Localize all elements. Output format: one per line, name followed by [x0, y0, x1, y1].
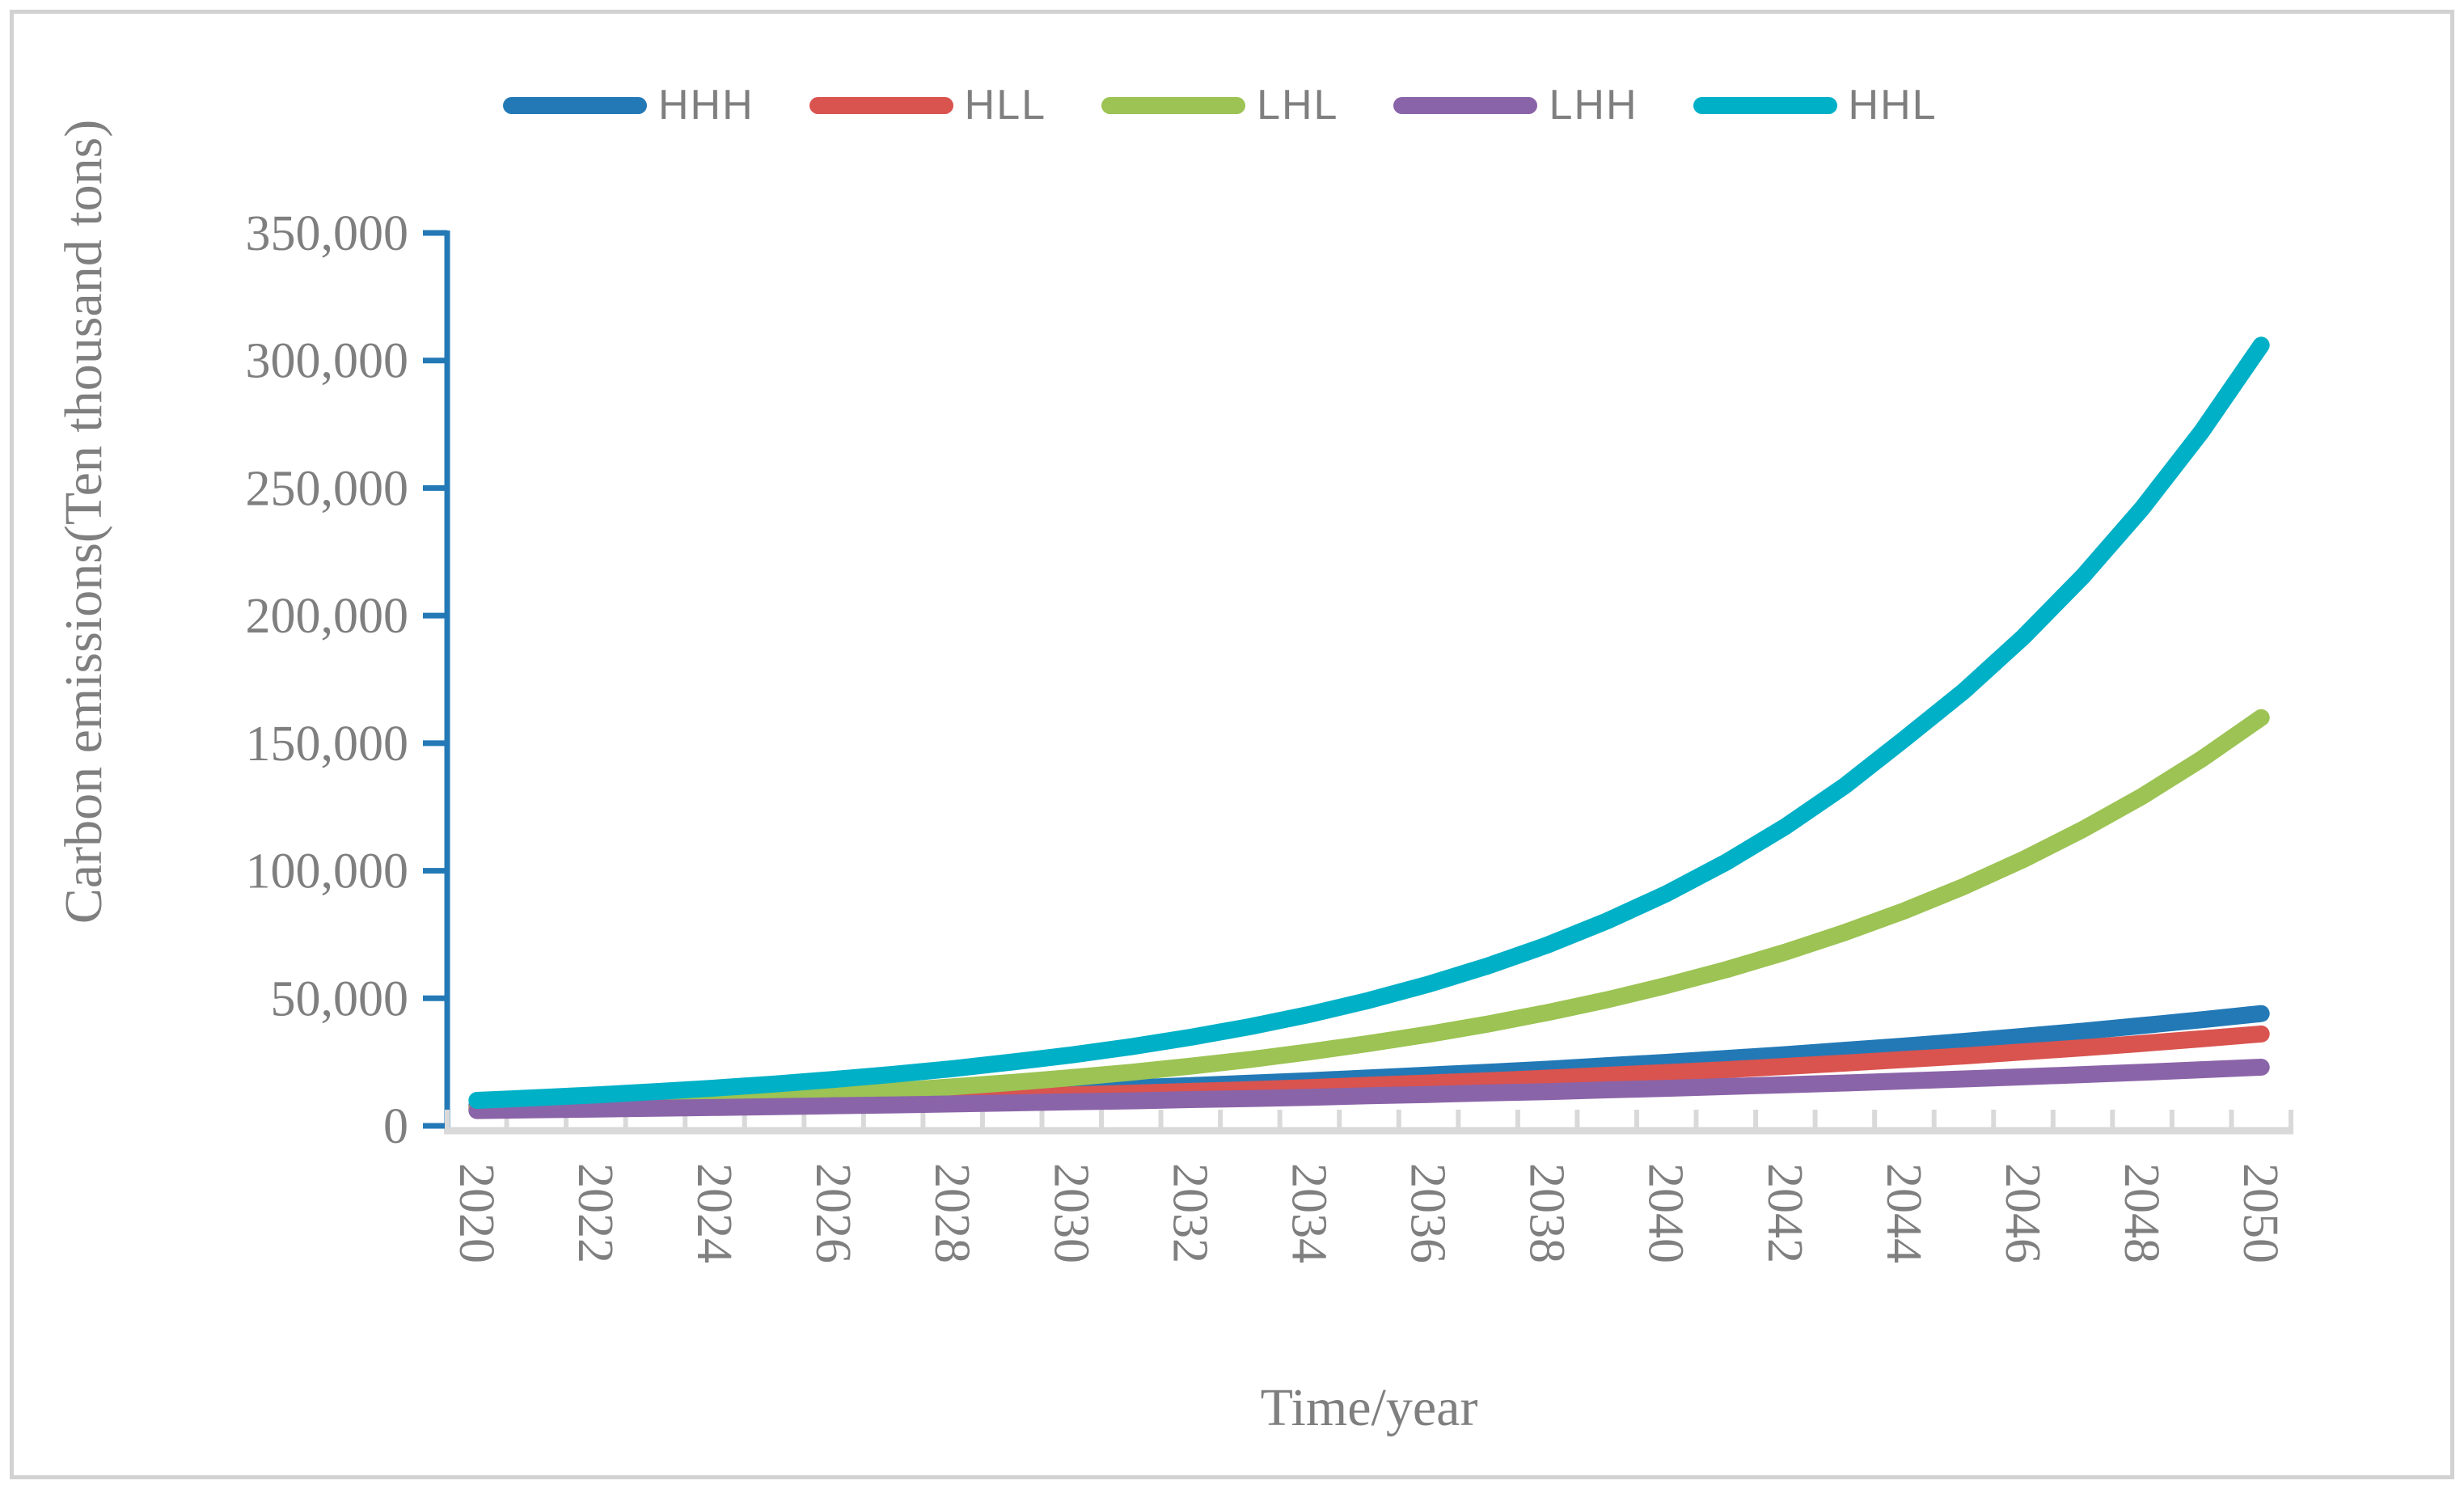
series-line-LHH [468, 1059, 2270, 1119]
x-tick-label-2046: 2046 [1995, 1163, 2050, 1263]
legend-item-LHH: LHH [1393, 84, 1638, 126]
x-tick-label-2020: 2020 [449, 1163, 504, 1263]
y-tick-label-200,000: 200,000 [246, 589, 409, 644]
series-line-LHL [468, 709, 2270, 1118]
x-tick-label-2048: 2048 [2114, 1163, 2169, 1263]
y-tick-label-50,000: 50,000 [271, 971, 409, 1026]
legend-label-HHL: HHL [1848, 82, 1938, 129]
x-tick-label-2026: 2026 [805, 1163, 860, 1263]
series-lines [468, 336, 2270, 1119]
y-axis-ticks [423, 230, 447, 1129]
x-axis-tick-labels: 2020 2022 2024 2026 2028 2030 2032 2034 2036 2038… [449, 1163, 2288, 1263]
y-tick-label-100,000: 100,000 [246, 844, 409, 899]
x-tick-label-2038: 2038 [1519, 1163, 1574, 1263]
y-tick-label-150,000: 150,000 [246, 717, 409, 772]
x-tick-label-2034: 2034 [1281, 1163, 1336, 1263]
y-tick-label-300,000: 300,000 [246, 334, 409, 389]
legend-label-HLL: HLL [964, 82, 1047, 129]
y-axis-tick-labels: 0 50,000 100,000 150,000 200,000 250,000 300,0… [246, 206, 409, 1154]
legend-swatch-HLL [809, 96, 953, 114]
x-tick-label-2040: 2040 [1638, 1163, 1693, 1263]
legend-swatch-HHH [503, 96, 647, 114]
legend-swatch-HHL [1693, 96, 1837, 114]
x-tick-label-2036: 2036 [1401, 1163, 1456, 1263]
x-tick-label-2050: 2050 [2233, 1163, 2288, 1263]
y-axis-title: Carbon emissions(Ten thousand tons) [54, 120, 113, 924]
x-axis-title: Time/year [1261, 1378, 1478, 1437]
x-tick-label-2024: 2024 [687, 1163, 742, 1263]
y-tick-label-350,000: 350,000 [246, 206, 409, 261]
y-tick-label-0: 0 [383, 1099, 408, 1154]
legend-label-LHL: LHL [1257, 82, 1339, 129]
legend-item-HLL: HLL [809, 84, 1046, 126]
legend-item-LHL: LHL [1101, 84, 1338, 126]
legend-swatch-LHH [1393, 96, 1538, 114]
legend-label-HHH: HHH [658, 82, 754, 129]
x-tick-label-2042: 2042 [1757, 1163, 1812, 1263]
y-tick-label-250,000: 250,000 [246, 461, 409, 516]
series-line-HHL [468, 336, 2270, 1109]
x-tick-label-2032: 2032 [1162, 1163, 1217, 1263]
x-tick-label-2022: 2022 [568, 1163, 623, 1263]
legend-item-HHL: HHL [1693, 84, 1938, 126]
x-tick-label-2028: 2028 [924, 1163, 979, 1263]
x-tick-label-2044: 2044 [1876, 1163, 1931, 1263]
legend: HHH HLL LHL LHH HHL [503, 84, 1938, 126]
legend-label-LHH: LHH [1549, 82, 1638, 129]
x-tick-label-2030: 2030 [1043, 1163, 1098, 1263]
legend-item-HHH: HHH [503, 84, 754, 126]
legend-swatch-LHL [1101, 96, 1246, 114]
